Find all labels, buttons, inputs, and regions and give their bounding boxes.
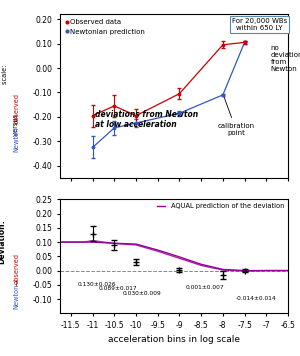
- Text: 0.030±0.009: 0.030±0.009: [123, 291, 162, 296]
- Text: 0.001±0.007: 0.001±0.007: [186, 284, 225, 289]
- Text: Newton: Newton: [14, 283, 20, 309]
- Text: observed: observed: [14, 93, 20, 124]
- X-axis label: acceleration bins in log scale: acceleration bins in log scale: [108, 335, 240, 345]
- Text: no
deviation
from
Newton: no deviation from Newton: [271, 45, 300, 72]
- Text: normalized accelerations in log
scale:: normalized accelerations in log scale:: [0, 21, 8, 125]
- Text: For 20,000 WBs
within 650 LY: For 20,000 WBs within 650 LY: [232, 18, 287, 31]
- Text: versus: versus: [14, 111, 20, 138]
- Text: —: —: [14, 280, 20, 286]
- Text: Deviation:: Deviation:: [0, 220, 6, 265]
- Text: 0.089±0.017: 0.089±0.017: [99, 286, 138, 291]
- Text: observed: observed: [14, 253, 20, 284]
- Text: calibration
point: calibration point: [217, 96, 254, 136]
- Text: -0.014±0.014: -0.014±0.014: [236, 297, 277, 302]
- Text: 0.130±0.026: 0.130±0.026: [77, 282, 116, 287]
- Legend: Observed data, Newtonian prediction: Observed data, Newtonian prediction: [64, 18, 147, 36]
- Text: Newton: Newton: [14, 126, 20, 152]
- Legend: AQUAL prediction of the deviation: AQUAL prediction of the deviation: [157, 203, 285, 210]
- Text: deviations from Newton
at low acceleration: deviations from Newton at low accelerati…: [95, 110, 198, 129]
